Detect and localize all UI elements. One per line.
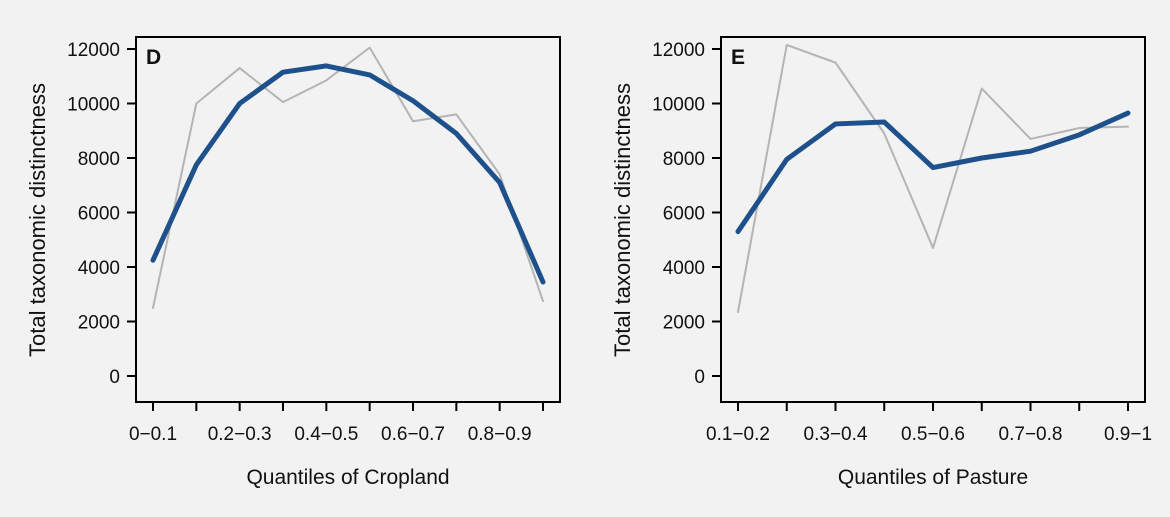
x-tick-label: 0.4−0.5 xyxy=(294,424,358,445)
y-tick-label: 10000 xyxy=(652,95,705,116)
y-tick-label: 8000 xyxy=(78,149,120,170)
y-tick-label: 4000 xyxy=(663,258,705,279)
y-tick-label: 2000 xyxy=(78,313,120,334)
x-tick-label: 0.3−0.4 xyxy=(804,424,868,445)
y-tick-label: 12000 xyxy=(67,40,120,61)
y-tick-label: 6000 xyxy=(663,204,705,225)
y-tick-label: 8000 xyxy=(663,149,705,170)
smoothed-line xyxy=(735,110,1131,235)
y-tick-label: 0 xyxy=(109,367,120,388)
y-axis-title-cropland: Total taxonomic distinctness xyxy=(25,83,50,357)
y-tick-label: 4000 xyxy=(78,258,120,279)
y-tick-label: 0 xyxy=(694,367,705,388)
y-tick-label: 6000 xyxy=(78,204,120,225)
pasture-plot-svg: 0 2000 4000 6000 8000 10000 12000 0.1−0.2 0.3−0.… xyxy=(652,36,1152,445)
x-tick-label: 0.2−0.3 xyxy=(208,424,272,445)
panel-d-cropland: 0 2000 4000 6000 8000 10000 12000 0−0.1 0.2−0.3 0… xyxy=(25,36,561,489)
panel-letter-d: D xyxy=(146,46,162,69)
x-axis-title-cropland: Quantiles of Cropland xyxy=(246,466,450,489)
y-tick-label: 10000 xyxy=(67,95,120,116)
x-tick-label: 0.5−0.6 xyxy=(901,424,965,445)
panel-letter-e: E xyxy=(731,46,746,69)
raw-line xyxy=(152,46,544,309)
y-axis-title-pasture: Total taxonomic distinctness xyxy=(610,83,635,357)
y-tick-label: 12000 xyxy=(652,40,705,61)
x-axis-title-pasture: Quantiles of Pasture xyxy=(837,466,1029,489)
x-tick-label: 0.1−0.2 xyxy=(706,424,770,445)
raw-line xyxy=(737,43,1129,313)
x-tick-label: 0.9−1 xyxy=(1104,424,1152,445)
smoothed-line xyxy=(150,63,546,285)
x-tick-label: 0.8−0.9 xyxy=(468,424,532,445)
plot-box xyxy=(135,36,561,403)
cropland-plot-svg: 0 2000 4000 6000 8000 10000 12000 0−0.1 0.2−0.3 0… xyxy=(67,36,561,445)
x-tick-label: 0−0.1 xyxy=(129,424,177,445)
y-tick-label: 2000 xyxy=(663,313,705,334)
plot-box xyxy=(720,36,1146,403)
x-tick-label: 0.6−0.7 xyxy=(381,424,445,445)
panel-e-pasture: 0 2000 4000 6000 8000 10000 12000 0.1−0.2 0.3−0.… xyxy=(585,0,1170,517)
x-tick-label: 0.7−0.8 xyxy=(999,424,1063,445)
